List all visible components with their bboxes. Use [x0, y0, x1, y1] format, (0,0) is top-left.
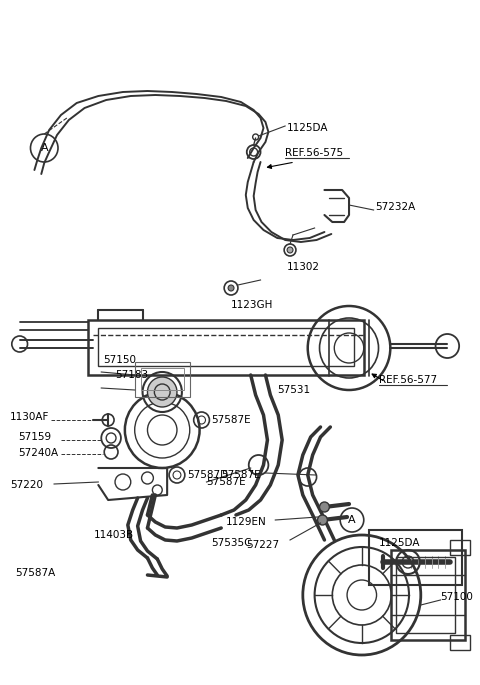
Text: 57587E: 57587E	[206, 477, 246, 487]
Text: 1125DA: 1125DA	[379, 538, 420, 548]
Text: 57587D: 57587D	[187, 470, 228, 480]
Circle shape	[147, 377, 177, 407]
Text: 57220: 57220	[10, 480, 43, 490]
Bar	[88, 320, 364, 375]
Bar	[450, 635, 470, 650]
Bar	[98, 328, 354, 366]
Text: 1125DA: 1125DA	[287, 123, 329, 133]
Text: 1129EN: 1129EN	[226, 517, 267, 527]
Bar	[450, 540, 470, 555]
Text: 57587E: 57587E	[221, 470, 261, 480]
Text: 57232A: 57232A	[375, 202, 416, 212]
Circle shape	[318, 515, 327, 525]
Text: 57100: 57100	[441, 592, 473, 602]
Circle shape	[320, 502, 329, 512]
Circle shape	[287, 247, 293, 253]
Text: 1130AF: 1130AF	[10, 412, 49, 422]
Bar	[141, 368, 184, 390]
Text: 57227: 57227	[246, 540, 279, 550]
Text: 57240A: 57240A	[18, 448, 58, 458]
Text: 1123GH: 1123GH	[231, 300, 274, 310]
Text: REF.56-577: REF.56-577	[379, 375, 437, 385]
Bar	[135, 362, 190, 397]
Text: 57159: 57159	[18, 432, 51, 442]
Text: REF.56-575: REF.56-575	[285, 148, 343, 158]
Bar	[369, 530, 462, 585]
Text: 57183: 57183	[115, 370, 148, 380]
Text: 11403B: 11403B	[94, 530, 133, 540]
Bar	[396, 557, 455, 633]
Text: 57535C: 57535C	[211, 538, 252, 548]
Text: A: A	[40, 143, 48, 153]
Bar	[391, 550, 465, 640]
Text: A: A	[348, 515, 356, 525]
Text: 57531: 57531	[277, 385, 311, 395]
Circle shape	[228, 285, 234, 291]
Text: 57587A: 57587A	[15, 568, 55, 578]
Text: 57587E: 57587E	[211, 415, 251, 425]
Text: 11302: 11302	[287, 262, 320, 272]
Text: 57150: 57150	[103, 355, 136, 365]
